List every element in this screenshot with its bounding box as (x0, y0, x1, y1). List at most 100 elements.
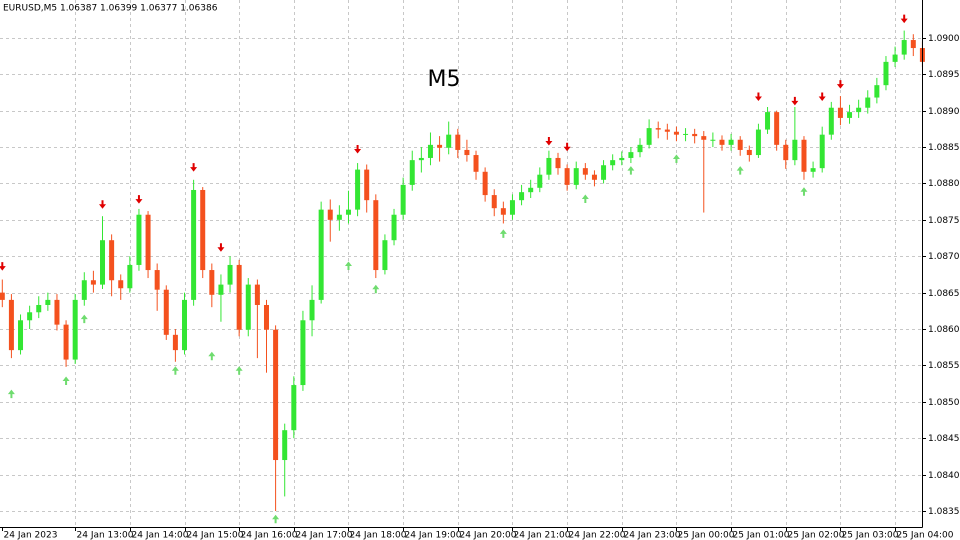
x-tick-label: 24 Jan 16:00 (241, 531, 298, 540)
candle-body (564, 168, 570, 185)
candle-body (737, 139, 743, 150)
y-tick-label: 1.08900 (928, 107, 960, 117)
x-tick-label: 25 Jan 02:00 (788, 531, 845, 540)
candle-body (318, 209, 324, 300)
candle-body (865, 97, 871, 108)
candle-body (273, 329, 279, 461)
candle-body (8, 299, 14, 351)
candle-body (519, 192, 525, 201)
candle-body (309, 299, 315, 321)
candle-body (847, 112, 853, 118)
candle-body (27, 312, 33, 321)
y-tick-label: 1.08500 (928, 398, 960, 408)
y-tick-label: 1.08400 (928, 471, 960, 481)
candle-body (182, 299, 187, 351)
sell-arrow (563, 142, 571, 152)
sell-arrow (99, 200, 107, 209)
candle-body (163, 289, 169, 335)
buy-arrow (499, 229, 507, 238)
candle-body (655, 128, 661, 130)
x-tick-label: 24 Jan 22:00 (569, 531, 626, 540)
candle-body (391, 214, 397, 241)
sell-arrow (900, 14, 908, 24)
candle-body (555, 157, 561, 169)
y-tick-label: 1.08800 (928, 179, 960, 189)
candle-body (245, 284, 251, 330)
candle-body (901, 40, 907, 55)
candle-body (236, 264, 242, 330)
candle-body (673, 131, 679, 135)
buy-arrow (672, 154, 680, 163)
plot (0, 14, 925, 524)
x-tick-label: 24 Jan 14:00 (132, 531, 189, 540)
candle-body (528, 187, 534, 193)
candle-body (692, 133, 698, 137)
candle-body (783, 144, 789, 161)
sell-arrow (791, 96, 799, 106)
x-tick-label: 25 Jan 04:00 (897, 531, 954, 540)
sell-arrow (754, 92, 762, 102)
buy-arrow (235, 366, 243, 375)
candle-body (683, 133, 689, 135)
x-tick-label: 25 Jan 00:00 (678, 531, 735, 540)
candle-body (355, 169, 361, 210)
candle-body (837, 107, 843, 118)
sell-arrow (818, 92, 826, 102)
candle-body (409, 160, 415, 185)
x-tick-label: 24 Jan 17:00 (296, 531, 353, 540)
candle-body (327, 209, 333, 220)
x-tick-label: 24 Jan 13:00 (77, 531, 134, 540)
candle-body (801, 139, 807, 172)
sell-arrow (217, 243, 225, 252)
candle-body (437, 144, 443, 148)
candle-body (72, 299, 78, 360)
sell-arrow (0, 262, 6, 271)
candle-body (400, 184, 406, 215)
candle-body (509, 200, 515, 215)
sell-arrow (135, 195, 143, 204)
candle-body (701, 136, 707, 140)
candle-body (54, 299, 60, 325)
candle-body (345, 209, 351, 215)
candle-body (710, 139, 716, 141)
buy-arrow (272, 514, 280, 524)
candle-body (765, 112, 771, 130)
x-tick-label: 24 Jan 15:00 (187, 531, 244, 540)
candle-body (282, 430, 288, 461)
y-tick-label: 1.08650 (928, 289, 960, 299)
buy-arrow (7, 389, 15, 399)
x-tick-label: 24 Jan 20:00 (460, 531, 517, 540)
y-tick-label: 1.08550 (928, 361, 960, 371)
candle-body (300, 320, 306, 386)
candle-body (336, 214, 342, 220)
candle-body (500, 208, 506, 215)
candle-body (464, 149, 470, 156)
candle-body (828, 107, 834, 135)
x-tick-label: 24 Jan 18:00 (350, 531, 407, 540)
candle-body (874, 85, 880, 98)
candle-body (582, 168, 588, 175)
candle-body (373, 200, 379, 271)
candle-body (382, 240, 388, 271)
buy-arrow (171, 366, 179, 375)
candle-body (18, 320, 24, 351)
y-tick-label: 1.08700 (928, 252, 960, 262)
candle-body (455, 134, 461, 150)
candle-body (628, 152, 634, 158)
candle-body (892, 54, 898, 62)
candle-body (154, 270, 160, 290)
x-tick-label: 24 Jan 19:00 (405, 531, 462, 540)
candle-body (418, 157, 424, 161)
buy-arrow (627, 166, 635, 175)
chart-title: EURUSD,M5 1.06387 1.06399 1.06377 1.0638… (3, 4, 218, 14)
candle-body (482, 171, 488, 196)
x-tick-label: 24 Jan 2023 (4, 531, 58, 540)
candle-body (109, 240, 115, 281)
candle-body (118, 280, 124, 289)
candle-body (263, 304, 269, 330)
y-tick-label: 1.08600 (928, 325, 960, 335)
candle-body (127, 264, 133, 289)
candle-body (646, 128, 652, 145)
